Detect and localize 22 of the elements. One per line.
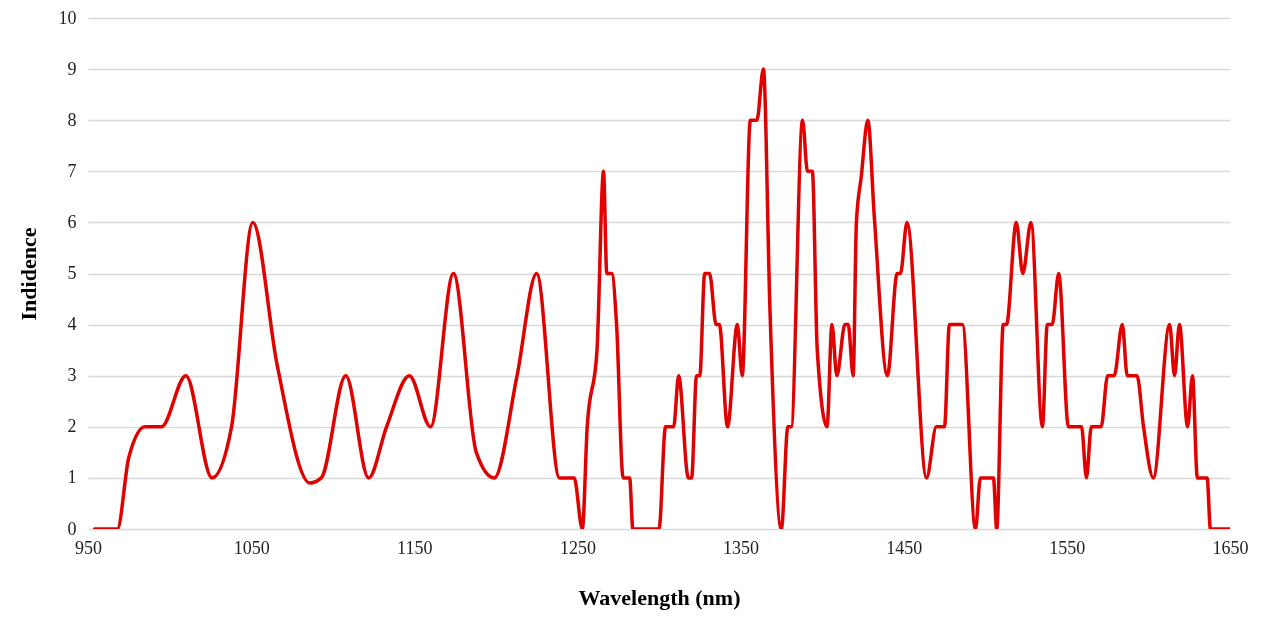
x-tick-label: 1550	[1049, 537, 1086, 558]
x-tick-label: 1650	[1212, 537, 1249, 558]
x-tick-label: 1450	[886, 537, 923, 558]
x-tick-label: 1050	[233, 537, 270, 558]
x-tick-label: 1150	[397, 537, 433, 558]
x-tick-label: 1350	[723, 537, 760, 558]
x-tick-label: 1250	[559, 537, 596, 558]
y-tick-label: 8	[67, 109, 77, 130]
x-axis-title: Wavelength (nm)	[578, 584, 741, 610]
x-tick-label: 950	[75, 537, 102, 558]
y-tick-label: 5	[67, 263, 77, 283]
y-tick-label: 3	[67, 365, 77, 386]
line-series	[92, 67, 1230, 529]
y-tick-label: 6	[67, 211, 77, 232]
y-tick-label: 7	[67, 160, 77, 181]
y-axis-title: Indidence	[15, 227, 41, 321]
y-tick-label: 2	[67, 416, 77, 437]
y-tick-label: 4	[67, 314, 77, 335]
y-tick-label: 0	[67, 518, 77, 539]
y-tick-label: 1	[67, 467, 77, 488]
y-tick-label: 9	[67, 58, 77, 79]
y-tick-label: 10	[58, 7, 77, 28]
